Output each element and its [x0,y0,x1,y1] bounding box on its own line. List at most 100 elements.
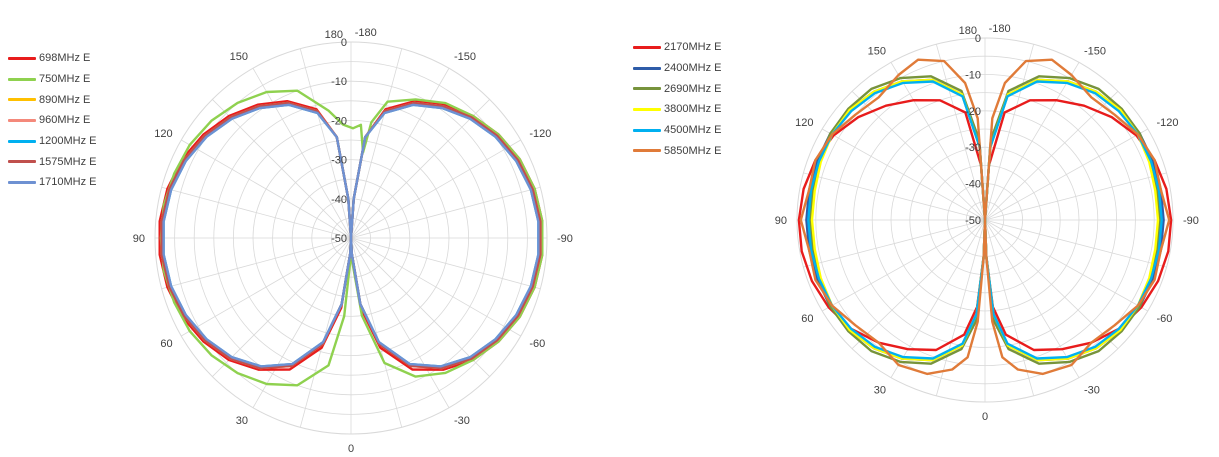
angle-label: -30 [1084,385,1100,397]
polar-chart-left: -50 -40 -30 -20 -10 0 0 30 60 90 120 150 180 -180 -150… [133,27,573,455]
radial-tick-label: -30 [331,155,347,167]
angle-label: 180 [959,25,977,37]
grid-spoke [935,219,986,396]
legend-label: 890MHz E [39,93,91,106]
radial-tick-label: 0 [341,37,347,49]
grid-spoke [984,172,1167,221]
radial-tick-label: -20 [965,106,981,118]
angle-label: -60 [1156,313,1172,325]
grid-spoke [984,128,1149,221]
angle-label: -120 [1156,117,1178,129]
angle-label: -150 [454,51,476,63]
legend-label: 3800MHz E [664,103,722,116]
radial-tick-label: -20 [331,115,347,127]
radial-tick-label: -50 [965,215,981,227]
radial-tick-label: -10 [331,76,347,88]
angle-label: 120 [795,117,813,129]
angle-label: -180 [989,23,1011,35]
grid-spoke [984,91,1119,221]
legend-swatch [8,118,36,122]
grid-spoke [803,172,986,221]
series-line [159,89,544,387]
angle-label: 180 [325,29,343,41]
grid-spoke [299,237,352,428]
legend-item: 960MHz E [8,110,96,131]
grid-spoke [350,237,403,428]
legend-swatch [8,56,36,60]
legend-label: 5850MHz E [664,144,722,157]
legend-label: 1575MHz E [39,155,97,168]
legend-swatch [633,149,661,153]
legend-swatch [8,98,36,102]
grid-spoke [350,237,541,290]
polar-chart-right: -50 -40 -30 -20 -10 0 0 30 60 90 120 150 180 -180 -150… [775,23,1199,423]
grid-spoke [851,91,986,221]
radial-tick-label: -40 [331,194,347,206]
legend-label: 2690MHz E [664,82,722,95]
legend-label: 960MHz E [39,114,91,127]
grid-spoke [935,44,986,221]
angle-label: 150 [230,51,248,63]
grid-spoke [984,44,1035,221]
radial-tick-label: -10 [965,69,981,81]
radial-tick-label: -50 [331,233,347,245]
legend-left: 698MHz E 750MHz E 890MHz E 960MHz E 1200MHz … [8,48,96,193]
grid-spoke [984,219,1149,312]
legend-swatch [8,160,36,164]
grid-spoke [350,186,541,239]
grid-spoke [350,237,450,408]
angle-label: 90 [133,233,145,245]
legend-item: 5850MHz E [633,140,721,161]
legend-item: 1710MHz E [8,172,96,193]
legend-swatch [633,87,661,91]
legend-item: 4500MHz E [633,120,721,141]
angle-label: -90 [557,233,573,245]
series-line [799,58,1171,376]
legend-item: 1575MHz E [8,151,96,172]
grid-spoke [212,237,352,377]
legend-label: 4500MHz E [664,124,722,137]
angle-label: 120 [154,128,172,140]
angle-label: 60 [160,338,172,350]
grid-spoke [181,237,352,337]
angle-label: -60 [529,338,545,350]
legend-item: 2170MHz E [633,37,721,58]
grid-spoke [350,99,490,239]
angle-label: 150 [868,45,886,57]
grid-spoke [984,62,1080,221]
angle-label: -180 [355,27,377,39]
grid-spoke [181,139,352,239]
grid-spoke [161,237,352,290]
legend-label: 750MHz E [39,73,91,86]
grid-spoke [851,219,986,349]
radial-tick-label: -30 [965,142,981,154]
grid-spoke [984,219,1119,349]
grid-spoke [252,68,352,239]
legend-item: 1200MHz E [8,131,96,152]
radial-tick-label: 0 [975,33,981,45]
legend-swatch [8,180,36,184]
legend-label: 2400MHz E [664,62,722,75]
grid-spoke [821,219,986,312]
angle-label: 90 [775,215,787,227]
grid-spoke [350,237,521,337]
angle-label: -90 [1183,215,1199,227]
legend-swatch [8,139,36,143]
angle-label: 30 [874,385,886,397]
legend-swatch [633,66,661,70]
legend-right: 2170MHz E 2400MHz E 2690MHz E 3800MHz E 4500… [633,37,721,161]
legend-item: 890MHz E [8,89,96,110]
angle-label: 30 [236,415,248,427]
legend-item: 3800MHz E [633,99,721,120]
grid-spoke [252,237,352,408]
legend-item: 698MHz E [8,48,96,69]
angle-label: -120 [529,128,551,140]
series-line [162,103,540,368]
legend-swatch [8,77,36,81]
legend-label: 2170MHz E [664,41,722,54]
angle-label: 60 [801,313,813,325]
legend-swatch [633,128,661,132]
angle-label: -150 [1084,45,1106,57]
legend-item: 2690MHz E [633,78,721,99]
angle-label: 0 [348,443,354,455]
